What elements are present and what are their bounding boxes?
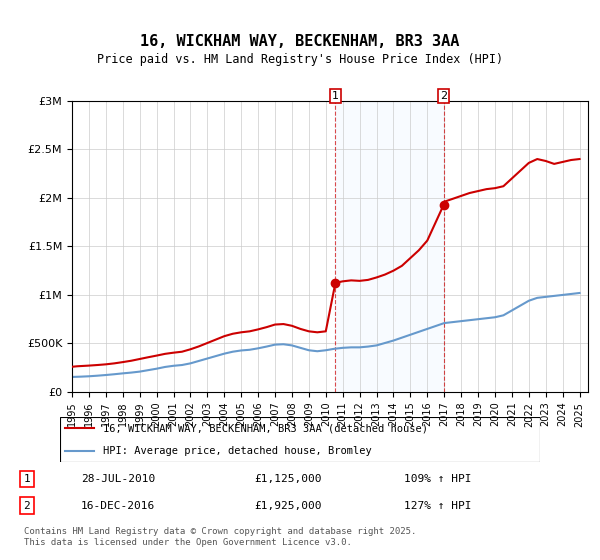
Text: 2: 2 bbox=[23, 501, 30, 511]
Text: Contains HM Land Registry data © Crown copyright and database right 2025.
This d: Contains HM Land Registry data © Crown c… bbox=[23, 527, 416, 547]
Text: £1,925,000: £1,925,000 bbox=[254, 501, 322, 511]
Text: £1,125,000: £1,125,000 bbox=[254, 474, 322, 484]
Text: 127% ↑ HPI: 127% ↑ HPI bbox=[404, 501, 471, 511]
Text: 109% ↑ HPI: 109% ↑ HPI bbox=[404, 474, 471, 484]
Text: HPI: Average price, detached house, Bromley: HPI: Average price, detached house, Brom… bbox=[103, 446, 372, 456]
Text: Price paid vs. HM Land Registry's House Price Index (HPI): Price paid vs. HM Land Registry's House … bbox=[97, 53, 503, 66]
Text: 28-JUL-2010: 28-JUL-2010 bbox=[81, 474, 155, 484]
Text: 16-DEC-2016: 16-DEC-2016 bbox=[81, 501, 155, 511]
Bar bbox=[335, 101, 443, 392]
Text: 1: 1 bbox=[332, 91, 339, 101]
Text: 1: 1 bbox=[23, 474, 30, 484]
Text: 2: 2 bbox=[440, 91, 447, 101]
Text: 16, WICKHAM WAY, BECKENHAM, BR3 3AA: 16, WICKHAM WAY, BECKENHAM, BR3 3AA bbox=[140, 34, 460, 49]
Text: 16, WICKHAM WAY, BECKENHAM, BR3 3AA (detached house): 16, WICKHAM WAY, BECKENHAM, BR3 3AA (det… bbox=[103, 423, 428, 433]
